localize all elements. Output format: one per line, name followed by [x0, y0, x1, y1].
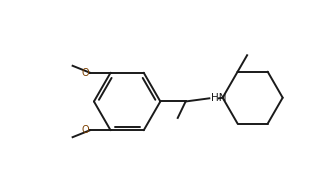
Text: O: O — [81, 125, 89, 135]
Text: HN: HN — [211, 93, 226, 103]
Text: O: O — [81, 68, 89, 78]
